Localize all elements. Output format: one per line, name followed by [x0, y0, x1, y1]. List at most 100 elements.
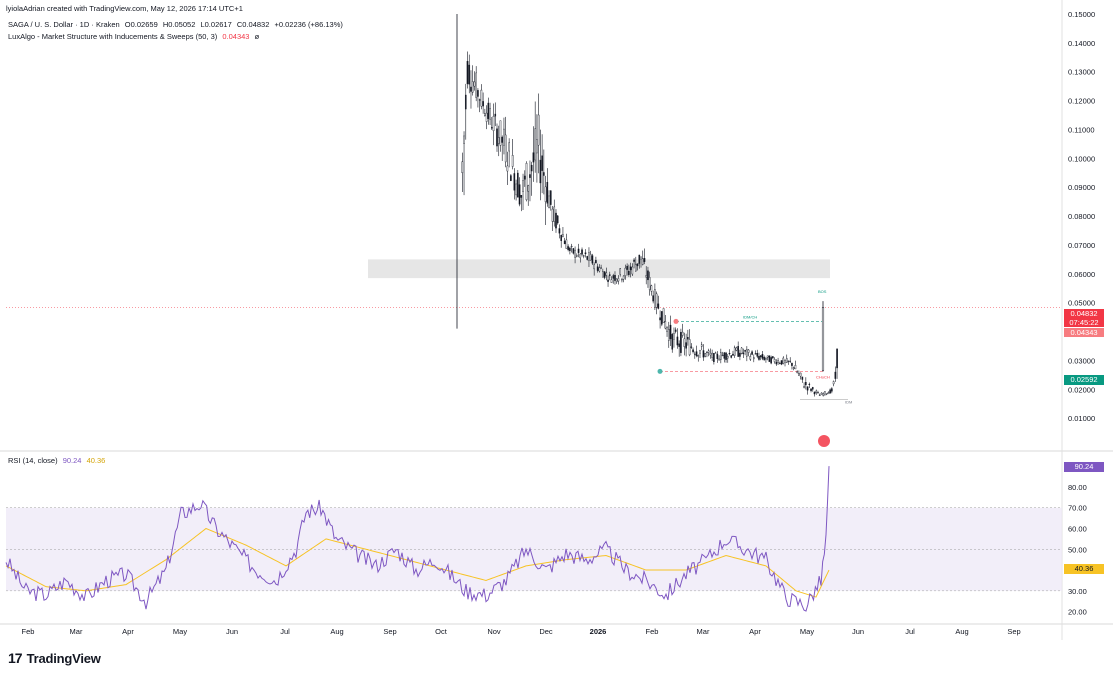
candle-body: [700, 344, 703, 347]
time-axis-tick: Apr: [122, 627, 134, 636]
candle-body: [702, 350, 705, 358]
candle-body: [515, 183, 517, 196]
price-axis-tick: 0.11000: [1068, 125, 1095, 134]
ohlc-open: O0.02659: [124, 20, 158, 29]
candle-body: [655, 293, 658, 308]
indicator-price-tag: 0.04343: [1064, 328, 1104, 337]
rsi-axis-tick: 20.00: [1068, 608, 1087, 617]
candle-body: [534, 128, 536, 161]
rsi-ma-line: [5, 527, 830, 598]
candle-body: [805, 382, 807, 386]
candle-body: [761, 354, 764, 359]
candle-body: [728, 353, 731, 355]
rsi-legend[interactable]: RSI (14, close) 90.24 40.36: [8, 456, 108, 465]
candle-body: [744, 350, 746, 352]
event-flag-icon: [818, 435, 830, 447]
candle-body: [773, 359, 776, 362]
candle-body: [579, 253, 582, 259]
indicator-legend[interactable]: LuxAlgo - Market Structure with Induceme…: [8, 32, 262, 41]
rsi-ma-value: 40.36: [86, 456, 106, 465]
candle-body: [832, 381, 835, 385]
candle-body: [680, 332, 682, 353]
candle-body: [831, 388, 833, 392]
indicator-settings-icon[interactable]: ø: [254, 32, 260, 41]
candle-body: [461, 161, 464, 174]
idm-upper-label: IDM/CH: [743, 314, 757, 319]
candle-body: [777, 360, 779, 364]
candle-body: [763, 356, 765, 361]
candle-body: [820, 392, 823, 395]
tradingview-logo[interactable]: 17 TradingView: [8, 650, 101, 666]
time-axis-tick: Sep: [383, 627, 396, 636]
candle-body: [661, 311, 663, 325]
candle-body: [829, 389, 831, 394]
candle-body: [798, 373, 800, 376]
candle-body: [643, 258, 646, 262]
candle-body: [595, 260, 597, 264]
time-axis-tick: Aug: [330, 627, 343, 636]
candle-body: [532, 152, 535, 163]
candle-body: [817, 392, 819, 394]
candle-body: [775, 362, 778, 365]
candle-body: [517, 172, 519, 198]
candle-body: [692, 349, 694, 353]
candle-body: [822, 393, 824, 396]
candle-body: [478, 99, 481, 101]
bar-countdown: 07:45:22: [1069, 318, 1099, 327]
tradingview-wordmark: TradingView: [26, 650, 101, 666]
ohlc-change: +0.02236 (+86.13%): [274, 20, 343, 29]
candle-body: [657, 303, 660, 309]
tradingview-logo-icon: 17: [8, 650, 23, 666]
candle-body: [582, 255, 585, 257]
candle-body: [746, 349, 748, 357]
price-axis-tick: 0.02000: [1068, 385, 1095, 394]
candle-body: [737, 346, 739, 357]
candle-body: [553, 206, 556, 222]
price-axis-tick: 0.07000: [1068, 241, 1095, 250]
candle-body: [520, 195, 523, 198]
candle-body: [751, 351, 753, 355]
candle-body: [697, 355, 700, 357]
candle-body: [496, 128, 498, 147]
candle-body: [690, 346, 693, 348]
candle-body: [470, 86, 472, 92]
time-axis-tick: Mar: [697, 627, 710, 636]
indicator-name: LuxAlgo - Market Structure with Induceme…: [8, 32, 218, 41]
time-axis-tick: Jul: [905, 627, 915, 636]
candle-body: [468, 64, 471, 85]
candle-body: [640, 256, 642, 260]
candle-body: [619, 268, 621, 275]
time-axis-tick: Aug: [955, 627, 968, 636]
time-axis-tick: Nov: [487, 627, 501, 636]
candle-body: [749, 356, 752, 360]
candle-body: [577, 248, 580, 253]
rsi-axis-tick: 50.00: [1068, 545, 1087, 554]
price-axis-tick: 0.09000: [1068, 183, 1095, 192]
price-axis-tick: 0.06000: [1068, 270, 1095, 279]
symbol-legend[interactable]: SAGA / U. S. Dollar · 1D · Kraken O0.026…: [8, 20, 346, 29]
candle-body: [772, 356, 774, 359]
candle-body: [766, 355, 769, 358]
time-axis-tick: Dec: [539, 627, 553, 636]
price-axis-tick: 0.05000: [1068, 299, 1095, 308]
candle-body: [529, 174, 531, 178]
candle-body: [799, 372, 802, 377]
candle-body: [551, 208, 554, 222]
candle-body: [497, 137, 500, 144]
creator-line: lyiolaAdrian created with TradingView.co…: [6, 4, 243, 13]
candle-body: [813, 391, 816, 395]
candle-body: [758, 356, 760, 360]
time-axis-tick: Feb: [22, 627, 35, 636]
candle-body: [605, 272, 608, 276]
candle-body: [588, 252, 590, 261]
candle-body: [792, 367, 795, 369]
rsi-value: 90.24: [62, 456, 82, 465]
rsi-axis-tick: 70.00: [1068, 504, 1087, 513]
time-axis-tick: Mar: [70, 627, 83, 636]
candle-body: [636, 263, 639, 267]
candle-body: [518, 184, 521, 205]
candle-body: [617, 278, 620, 282]
candle-body: [693, 353, 696, 355]
candle-body: [635, 264, 637, 272]
